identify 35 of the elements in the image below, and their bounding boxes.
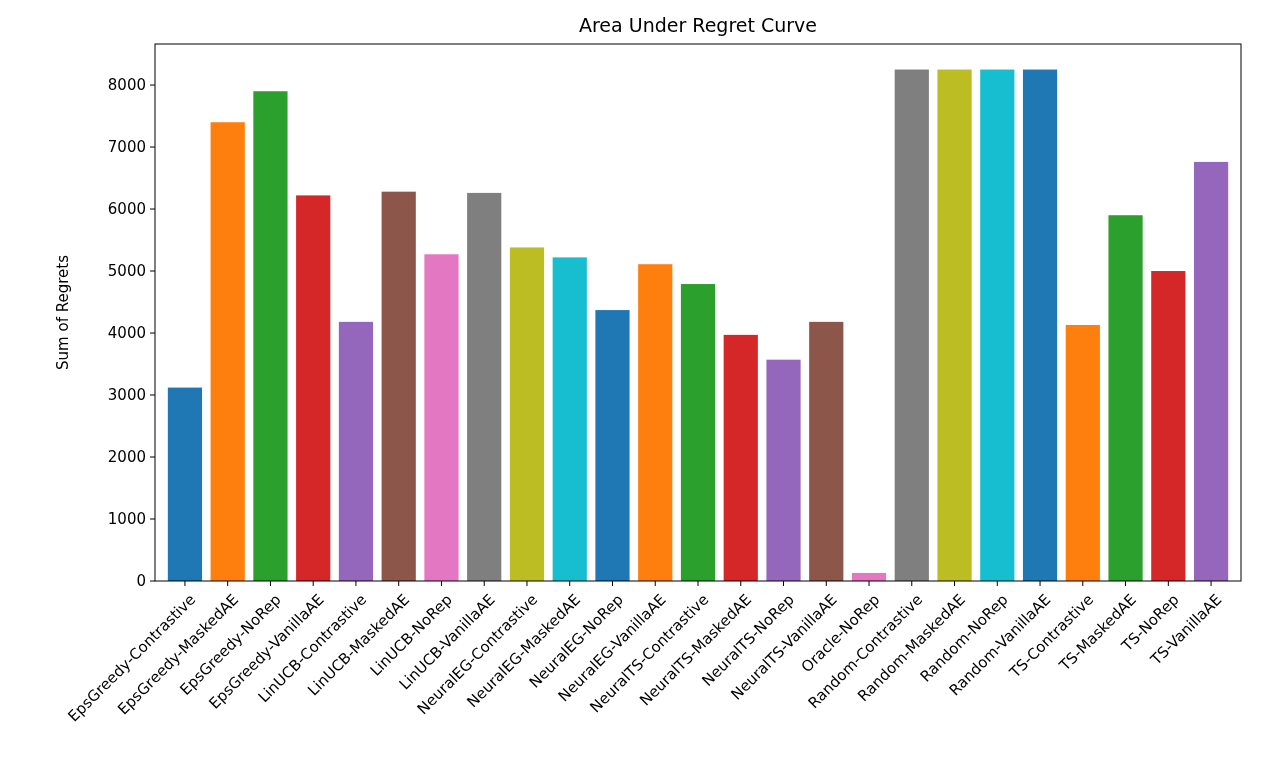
bar xyxy=(1151,271,1186,581)
y-tick-label: 7000 xyxy=(107,138,146,157)
y-tick-label: 4000 xyxy=(107,324,146,343)
y-tick-label: 3000 xyxy=(107,386,146,405)
bar xyxy=(210,122,245,581)
y-tick-label: 6000 xyxy=(107,200,146,219)
y-tick-label: 8000 xyxy=(107,76,146,95)
bar xyxy=(381,191,416,581)
bar xyxy=(680,284,716,581)
bar xyxy=(296,195,331,581)
y-axis-title: Sum of Regrets xyxy=(54,254,72,370)
y-tick-label: 2000 xyxy=(107,448,146,467)
y-tick-label: 0 xyxy=(136,572,146,591)
y-tick-label: 1000 xyxy=(107,510,146,529)
bar xyxy=(638,264,673,581)
bar xyxy=(723,334,758,581)
bar xyxy=(980,69,1015,581)
bar xyxy=(338,321,374,581)
bar xyxy=(595,310,630,581)
bar xyxy=(1065,324,1100,581)
chart-title: Area Under Regret Curve xyxy=(578,14,818,36)
bar xyxy=(424,254,459,581)
bar xyxy=(1193,161,1229,581)
bar xyxy=(894,69,929,581)
bar xyxy=(467,192,502,581)
y-tick-label: 5000 xyxy=(107,262,146,281)
bar xyxy=(552,257,587,581)
bar xyxy=(766,359,801,581)
bar xyxy=(167,387,203,581)
bar xyxy=(509,247,545,581)
bar xyxy=(253,91,288,581)
bar xyxy=(1022,69,1058,581)
bar xyxy=(937,69,972,581)
bar xyxy=(809,321,844,581)
bar xyxy=(1108,215,1143,581)
